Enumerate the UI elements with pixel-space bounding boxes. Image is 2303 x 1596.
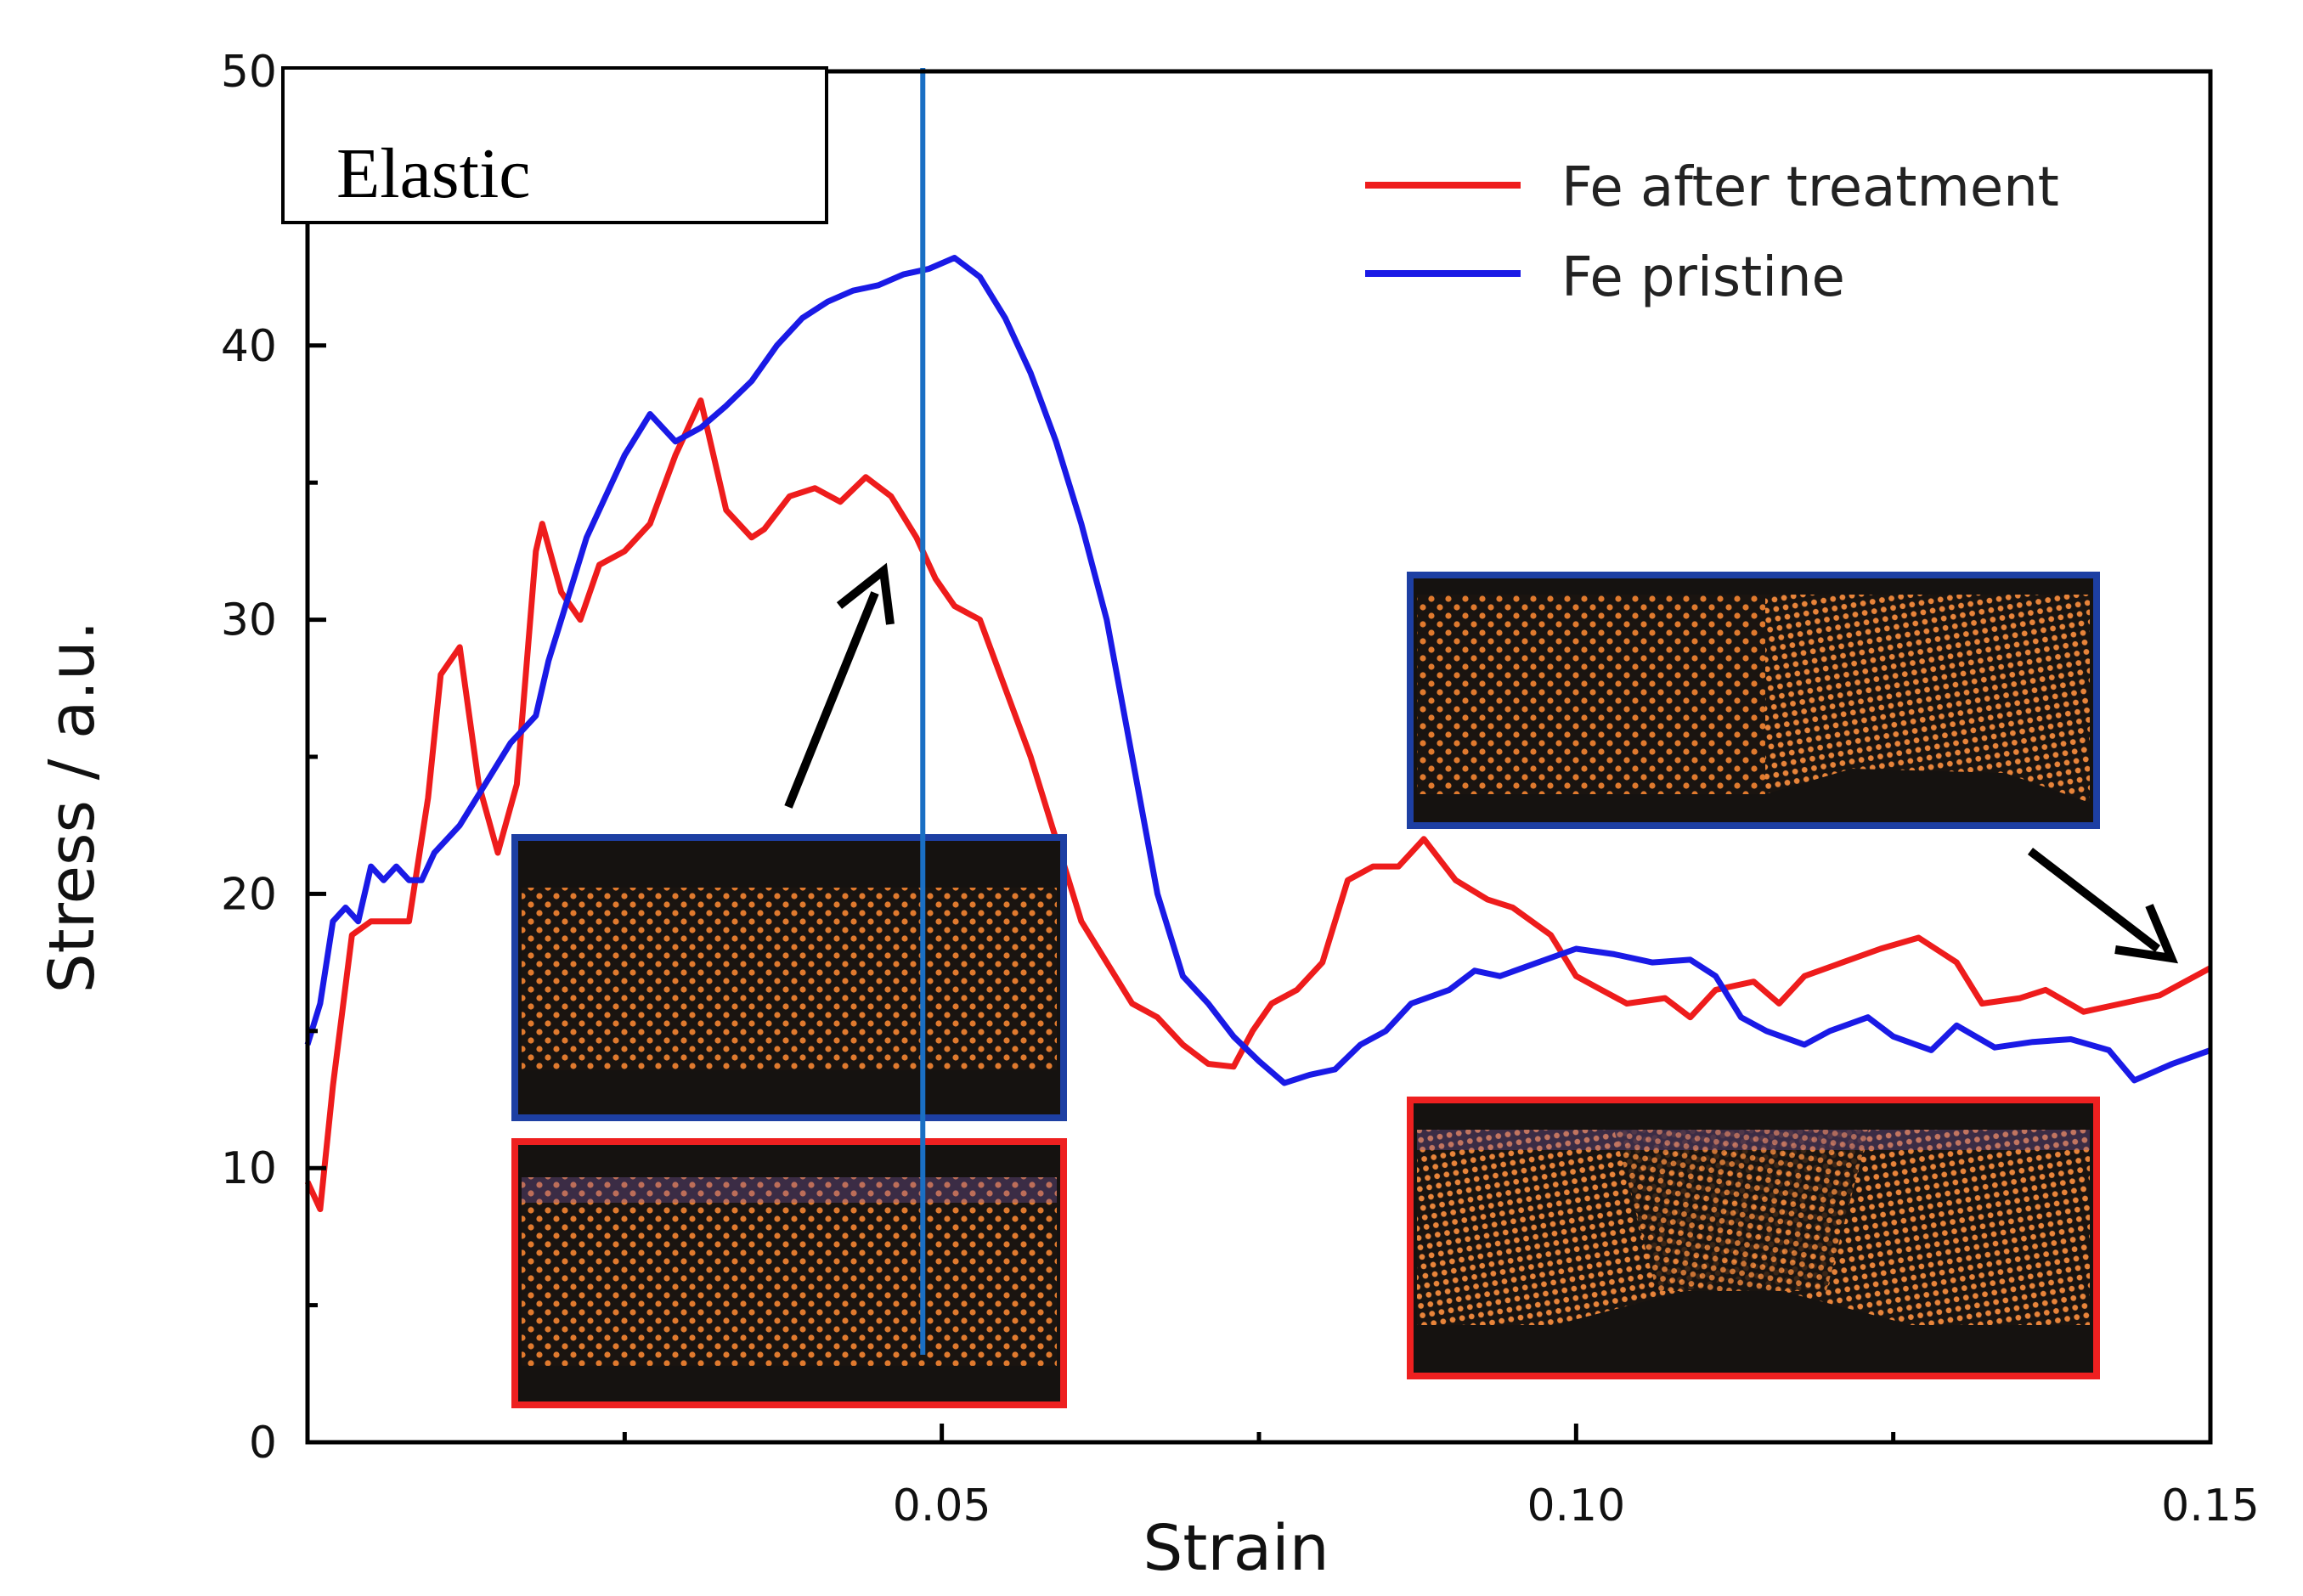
annotation-box: Elastic <box>281 66 828 224</box>
y-axis-title: Stress / a.u. <box>36 621 109 994</box>
x-tick-label: 0.10 <box>1527 1480 1625 1531</box>
series-line-0 <box>304 397 2212 1213</box>
y-tick-label: 30 <box>221 595 277 646</box>
inset-treated-early <box>511 1138 1067 1408</box>
y-tick-label: 20 <box>221 869 277 920</box>
arrow-to-end <box>2027 848 2179 964</box>
inset-treated-late <box>1407 1097 2100 1379</box>
x-axis-title: Strain <box>1143 1512 1329 1585</box>
inset-pristine-early <box>511 834 1067 1121</box>
inset-pristine-late <box>1407 572 2100 829</box>
y-axis-ticks: 0 10 20 30 40 50 <box>221 47 326 1469</box>
x-tick-label: 0.15 <box>2161 1480 2260 1531</box>
legend-label-treated: Fe after treatment <box>1561 156 2059 219</box>
legend-label-pristine: Fe pristine <box>1561 246 1845 309</box>
y-tick-label: 0 <box>249 1418 277 1469</box>
x-axis-ticks: 0.05 0.10 0.15 <box>622 1424 2260 1531</box>
y-tick-label: 10 <box>221 1143 277 1194</box>
series-lines <box>304 255 2212 1213</box>
arrow-to-peak <box>784 562 895 809</box>
annotation-label: Elastic <box>336 134 531 213</box>
y-tick-label: 50 <box>221 47 277 98</box>
legend: Fe after treatment Fe pristine <box>1365 156 2059 309</box>
y-tick-label: 40 <box>221 321 277 372</box>
x-tick-label: 0.05 <box>893 1480 991 1531</box>
series-line-1 <box>304 255 2212 1086</box>
